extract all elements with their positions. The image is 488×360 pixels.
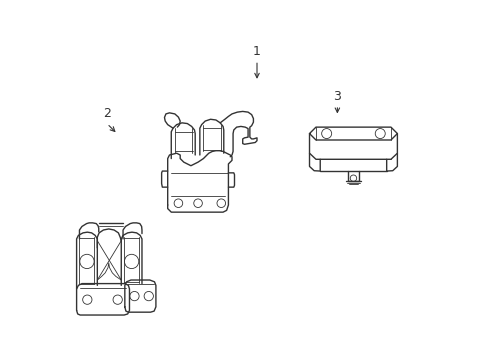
Text: 1: 1 [253,45,261,58]
Text: 2: 2 [103,107,111,120]
Text: 3: 3 [333,90,341,103]
